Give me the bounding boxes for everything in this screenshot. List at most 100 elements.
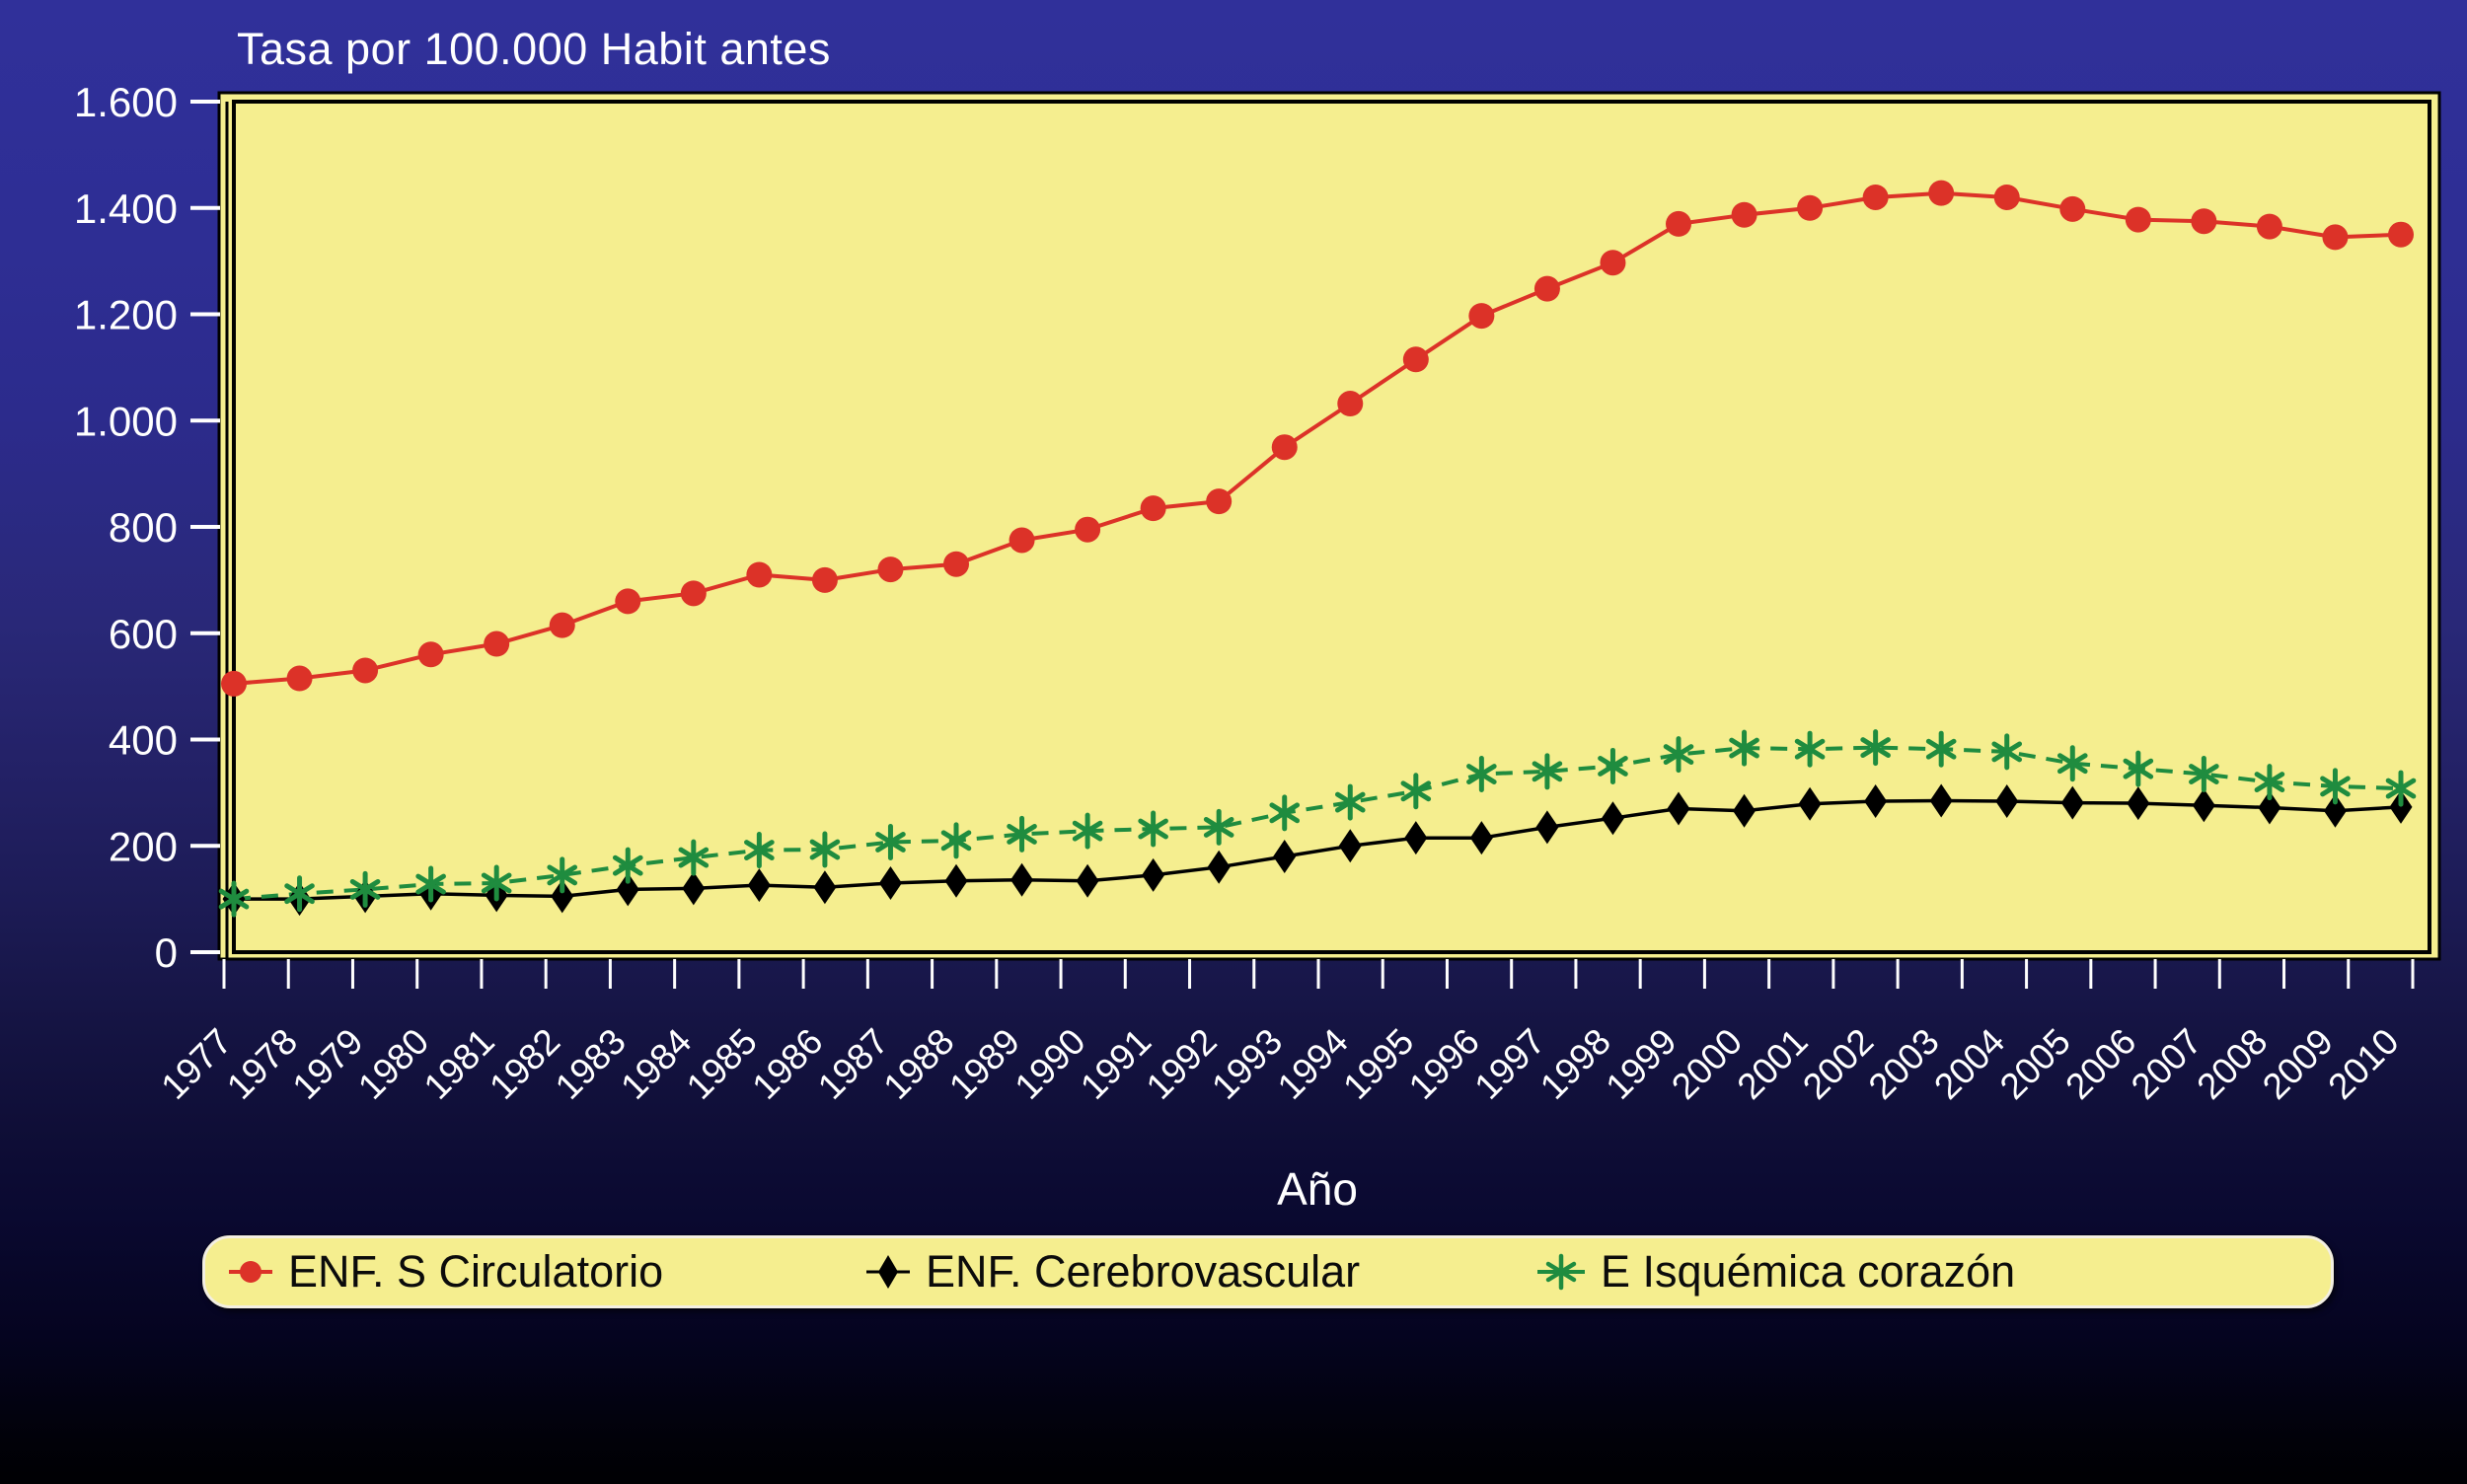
legend-label: E Isquémica corazón <box>1601 1246 2016 1297</box>
data-point-asterisk <box>2385 778 2417 799</box>
data-point-circle <box>1928 180 1955 206</box>
x-axis-year-label: 1996 <box>1401 1021 1487 1107</box>
data-point-diamond <box>1601 801 1624 836</box>
data-point-asterisk <box>612 854 643 876</box>
x-axis-year-label: 1978 <box>219 1021 305 1107</box>
data-point-asterisk <box>1466 764 1497 784</box>
data-point-circle <box>2256 213 2282 240</box>
data-point-diamond <box>2323 793 2347 828</box>
data-point-asterisk <box>2320 776 2351 797</box>
data-point-diamond <box>1338 829 1362 863</box>
data-point-circle <box>1993 184 2020 210</box>
data-point-diamond <box>2060 785 2084 820</box>
data-point-circle <box>877 556 904 583</box>
data-point-circle <box>1206 488 1233 515</box>
x-axis-year-label: 2010 <box>2320 1021 2406 1107</box>
data-point-asterisk <box>1334 791 1366 813</box>
data-point-diamond <box>1010 862 1034 897</box>
x-axis-year-label: 1985 <box>679 1021 765 1107</box>
data-point-asterisk <box>1138 818 1168 840</box>
y-axis-tick-label: 400 <box>109 717 178 764</box>
data-point-diamond <box>878 865 902 900</box>
data-point-circle <box>1271 434 1298 461</box>
x-axis-year-label: 1984 <box>613 1021 699 1107</box>
data-point-circle <box>1533 275 1560 302</box>
x-axis-year-label: 1995 <box>1335 1021 1421 1107</box>
x-axis-year-label: 2007 <box>2124 1021 2209 1107</box>
y-axis-tick-label: 800 <box>109 504 178 551</box>
data-point-diamond <box>1207 850 1231 884</box>
data-point-diamond <box>1273 840 1297 874</box>
y-axis-tick-label: 1.000 <box>74 398 178 444</box>
x-axis-year-label: 1998 <box>1533 1021 1618 1107</box>
data-point-diamond <box>813 870 837 905</box>
circulatorio-circle-marker-icon <box>229 1261 272 1283</box>
series-line-asterisk <box>233 745 2402 902</box>
data-point-asterisk <box>218 888 250 910</box>
data-point-diamond <box>1733 793 1757 828</box>
data-point-circle <box>1797 194 1824 221</box>
x-axis-year-label: 2008 <box>2189 1021 2275 1107</box>
x-axis-year-label: 1979 <box>285 1021 371 1107</box>
legend-item-circulatorio: ENF. S Circulatorio <box>227 1238 663 1305</box>
data-point-diamond <box>747 868 771 903</box>
data-point-diamond <box>1469 821 1493 855</box>
data-point-circle <box>1075 516 1101 543</box>
x-axis-title: Año <box>1277 1163 1358 1215</box>
data-point-circle <box>221 670 247 697</box>
data-point-diamond <box>1864 783 1888 818</box>
y-axis-tick-label: 1.600 <box>74 79 178 125</box>
data-point-asterisk <box>2254 772 2285 793</box>
x-axis-year-label: 1980 <box>350 1021 436 1107</box>
x-axis-year-label: 1991 <box>1073 1021 1159 1107</box>
data-point-asterisk <box>349 878 381 900</box>
data-point-asterisk <box>1598 756 1628 777</box>
data-point-diamond <box>1535 810 1559 845</box>
y-axis-tick-label: 1.200 <box>74 292 178 338</box>
data-point-circle <box>2388 221 2414 248</box>
y-axis-tick-label: 0 <box>155 929 178 976</box>
legend-label: ENF. S Circulatorio <box>288 1246 664 1297</box>
data-point-diamond <box>1798 786 1822 821</box>
data-point-diamond <box>682 871 706 906</box>
data-point-asterisk <box>1925 738 1957 760</box>
data-point-circle <box>549 612 575 638</box>
data-point-circle <box>1731 201 1757 228</box>
data-point-circle <box>1009 527 1035 554</box>
data-point-diamond <box>1929 783 1953 818</box>
x-axis-year-label: 2003 <box>1861 1021 1947 1107</box>
data-point-asterisk <box>2189 764 2219 784</box>
data-point-circle <box>1337 391 1364 417</box>
x-axis-year-label: 1997 <box>1466 1021 1552 1107</box>
x-axis-year-label: 2009 <box>2255 1021 2341 1107</box>
data-point-circle <box>352 657 379 684</box>
x-axis-year-label: 2006 <box>2057 1021 2143 1107</box>
data-point-circle <box>417 641 444 668</box>
data-point-diamond <box>1142 857 1165 892</box>
data-point-asterisk <box>875 832 906 853</box>
y-axis-tick-label: 600 <box>109 611 178 657</box>
data-point-diamond <box>551 879 574 914</box>
x-axis-year-label: 1999 <box>1598 1021 1683 1107</box>
data-point-diamond <box>2192 788 2215 823</box>
data-point-diamond <box>1404 821 1428 855</box>
x-axis-year-label: 2005 <box>1992 1021 2078 1107</box>
data-point-diamond <box>2389 789 2413 824</box>
data-point-asterisk <box>1269 802 1301 824</box>
data-point-asterisk <box>1991 741 2023 763</box>
data-point-circle <box>1862 184 1889 210</box>
data-point-diamond <box>1667 791 1690 826</box>
x-axis-year-label: 1987 <box>810 1021 896 1107</box>
data-point-asterisk <box>2123 758 2154 779</box>
data-point-asterisk <box>1860 737 1891 759</box>
data-point-circle <box>1402 346 1429 373</box>
x-axis-year-label: 2000 <box>1664 1021 1750 1107</box>
data-point-diamond <box>2127 786 2150 821</box>
data-point-diamond <box>616 872 639 907</box>
data-point-asterisk <box>1007 823 1037 845</box>
data-point-circle <box>943 551 969 577</box>
legend-label: ENF. Cerebrovascular <box>926 1246 1361 1297</box>
x-axis-year-label: 2001 <box>1730 1021 1816 1107</box>
